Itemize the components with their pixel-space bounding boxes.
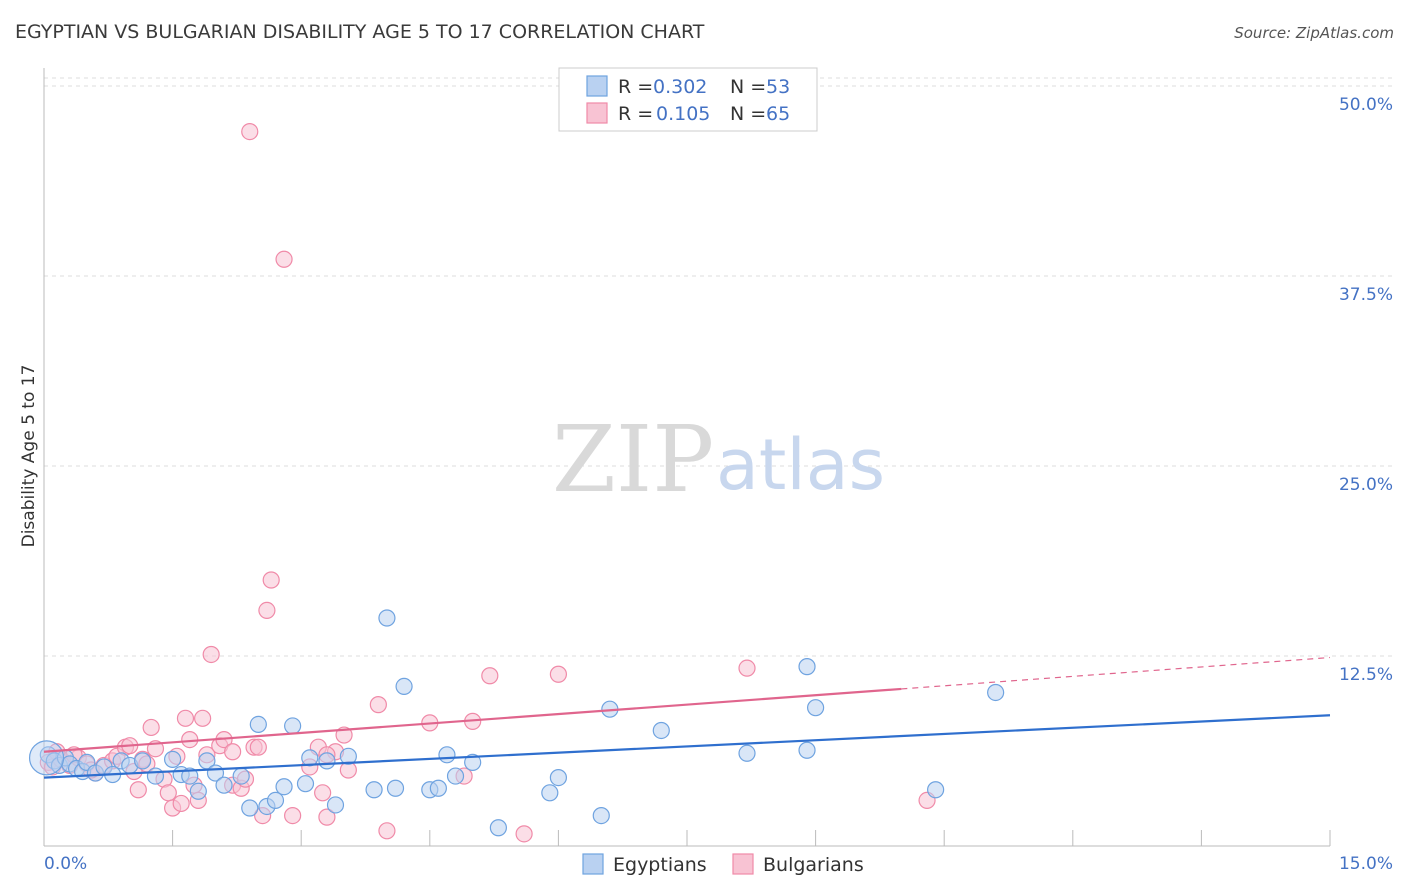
data-point-bulgarians (275, 250, 293, 268)
data-point-egyptians (215, 776, 233, 794)
data-point-bulgarians (378, 822, 396, 840)
legend-n-value-egyptians: 53 (766, 76, 790, 98)
data-point-bulgarians (284, 806, 302, 825)
data-point-egyptians (438, 746, 456, 764)
data-point-bulgarians (224, 743, 242, 761)
bottom-legend-egyptians: Egyptians (613, 854, 707, 876)
data-point-egyptians (541, 784, 559, 802)
y-tick-label: 12.5% (1339, 665, 1393, 685)
data-point-egyptians (296, 775, 315, 793)
data-point-egyptians (927, 781, 945, 799)
data-point-bulgarians (159, 784, 177, 802)
data-point-egyptians (987, 683, 1005, 702)
data-point-bulgarians (176, 709, 195, 727)
data-point-bulgarians (202, 645, 220, 664)
legend-swatch-egyptians (586, 75, 608, 97)
data-point-bulgarians (249, 738, 267, 756)
data-point-bulgarians (314, 784, 332, 802)
watermark-zip: ZIP (552, 406, 714, 513)
data-point-bulgarians (172, 794, 190, 813)
data-point-egyptians (275, 778, 293, 796)
data-point-bulgarians (515, 825, 533, 843)
data-point-bulgarians (318, 808, 336, 826)
y-tick-labels: 12.5% 25.0% 37.5% 50.0% (1339, 95, 1393, 685)
data-point-egyptians (241, 799, 259, 817)
data-point-egyptians (806, 699, 825, 717)
bottom-legend-bulgarians: Bulgarians (763, 854, 864, 876)
trend-line-bulgarians-dashed (901, 656, 1331, 690)
data-point-egyptians (339, 747, 357, 765)
legend: R = 0.302 N = 53 R = 0.105 N = 65 (558, 67, 818, 132)
data-point-egyptians (386, 779, 405, 797)
data-point-egyptians (164, 750, 182, 768)
data-point-egyptians (592, 806, 610, 825)
x-ticks (43, 830, 1331, 846)
legend-n-label-bulgarians: N = (730, 103, 766, 125)
data-point-egyptians (395, 677, 413, 696)
y-tick-label: 37.5% (1339, 285, 1393, 305)
data-point-egyptians (266, 791, 285, 810)
data-point-bulgarians (481, 667, 499, 685)
x-tick-label-min: 0.0% (44, 854, 87, 874)
data-point-egyptians (429, 779, 447, 797)
legend-r-label-egyptians: R = (618, 76, 653, 98)
source-label: Source: ZipAtlas.com (1234, 24, 1394, 42)
legend-r-value-egyptians: 0.302 (653, 76, 707, 98)
y-tick-label: 50.0% (1339, 95, 1393, 115)
data-point-bulgarians (142, 718, 160, 737)
legend-swatch-bulgarians (586, 102, 608, 124)
x-tick-label-max: 15.0% (1339, 854, 1393, 874)
data-point-egyptians (301, 749, 319, 767)
data-point-egyptians (798, 658, 816, 676)
trend-line-bulgarians (43, 687, 902, 753)
legend-r-value-bulgarians: 0.105 (656, 103, 710, 125)
data-point-egyptians (146, 767, 165, 785)
y-tick-label: 25.0% (1339, 475, 1393, 495)
data-point-egyptians (189, 782, 207, 800)
y-axis-title: Disability Age 5 to 17 (19, 365, 39, 548)
data-point-egyptians (446, 767, 465, 785)
data-point-egyptians (489, 819, 507, 837)
data-point-bulgarians (369, 696, 387, 714)
data-point-egyptians (326, 796, 345, 814)
data-point-bulgarians (129, 781, 147, 799)
bottom-legend-swatch-bulgarians (732, 853, 754, 875)
data-point-cluster (28, 740, 65, 776)
watermark: ZIP atlas (552, 406, 885, 513)
data-point-egyptians (365, 781, 383, 799)
bottom-legend-swatch-egyptians (582, 853, 604, 875)
data-point-egyptians (652, 721, 670, 740)
grid-lines (44, 77, 1392, 657)
trend-lines (43, 656, 1331, 779)
data-point-bulgarians (258, 601, 276, 620)
legend-n-value-bulgarians: 65 (766, 103, 790, 125)
legend-r-label-bulgarians: R = (618, 103, 653, 125)
data-point-egyptians (464, 753, 482, 772)
data-point-egyptians (738, 744, 756, 762)
data-point-bulgarians (738, 659, 756, 677)
trend-line-egyptians (43, 714, 1331, 779)
data-point-bulgarians (549, 665, 568, 683)
data-point-egyptians (133, 752, 152, 770)
data-point-egyptians (284, 717, 302, 735)
data-point-egyptians (318, 752, 336, 770)
data-point-bulgarians (241, 123, 259, 141)
data-point-egyptians (181, 767, 199, 785)
data-point-bulgarians (262, 571, 280, 589)
data-point-egyptians (798, 741, 816, 759)
watermark-atlas: atlas (716, 424, 885, 506)
data-point-bulgarians (194, 709, 212, 727)
legend-n-label-egyptians: N = (730, 76, 766, 98)
bottom-legend: Egyptians Bulgarians (582, 853, 864, 876)
data-point-egyptians (249, 715, 267, 734)
chart-title: EGYPTIAN VS BULGARIAN DISABILITY AGE 5 T… (15, 21, 705, 43)
data-point-egyptians (549, 768, 568, 787)
data-point-egyptians (232, 767, 250, 785)
data-point-egyptians (378, 609, 396, 627)
